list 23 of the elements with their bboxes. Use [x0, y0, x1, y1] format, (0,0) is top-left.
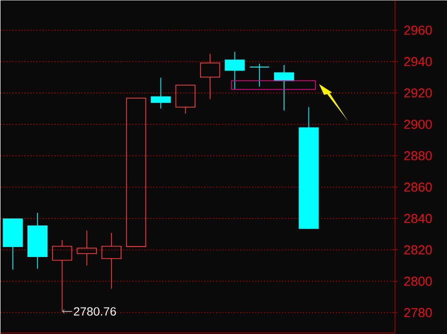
- y-tick-label: 2780: [404, 308, 432, 318]
- candlestick: [224, 51, 245, 90]
- candlestick: [2, 218, 23, 270]
- y-tick-label: 2940: [404, 57, 432, 66]
- y-tick-label: 2960: [404, 26, 432, 35]
- candlestick: [52, 240, 72, 312]
- candlestick: [200, 53, 220, 100]
- y-tick-label: 2840: [404, 214, 432, 224]
- y-tick-label: 2860: [404, 182, 432, 192]
- candlestick: [175, 84, 196, 114]
- y-tick-label: 2920: [404, 88, 432, 98]
- candlestick: [27, 212, 48, 270]
- candlestick: [101, 232, 122, 290]
- candlestick: [298, 106, 319, 229]
- y-tick-label: 2800: [404, 276, 432, 286]
- annotation: 2780.76: [74, 307, 116, 316]
- candlestick: [76, 230, 97, 266]
- candlestick: [274, 64, 294, 111]
- y-tick-label: 2820: [404, 245, 432, 254]
- candlestick: [150, 77, 171, 109]
- y-tick-label: 2900: [404, 120, 432, 129]
- y-tick-label: 2880: [404, 151, 432, 160]
- candlestick: [249, 63, 270, 87]
